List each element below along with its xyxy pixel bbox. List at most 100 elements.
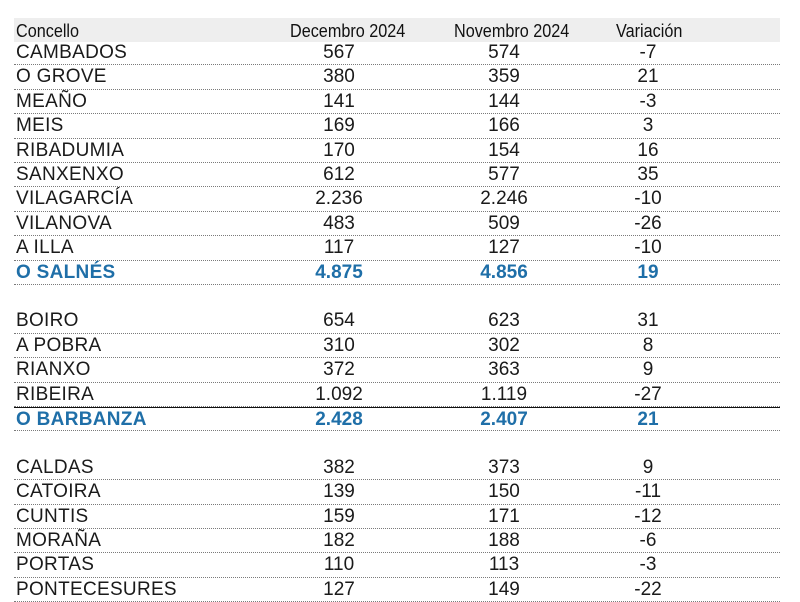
table-header: Concello Decembro 2024 Novembro 2024 Var… — [14, 18, 780, 42]
table-row: PONTECESURES 127 149 -22 — [14, 578, 780, 602]
table-row: O GROVE 380 359 21 — [14, 65, 780, 90]
table-row: SANXENXO 612 577 35 — [14, 163, 780, 188]
novembro-cell: 171 — [488, 505, 520, 527]
novembro-cell: 363 — [488, 359, 520, 381]
concello-cell: SANXENXO — [16, 164, 124, 185]
decembro-cell: 654 — [323, 310, 355, 332]
concello-cell: O SALNÉS — [16, 261, 116, 283]
concello-cell: MEAÑO — [16, 90, 88, 112]
novembro-cell: 373 — [488, 456, 520, 478]
variacion-cell: -22 — [634, 578, 662, 600]
decembro-cell: 170 — [323, 139, 355, 161]
decembro-cell: 380 — [323, 66, 355, 88]
variacion-cell: -12 — [634, 505, 662, 527]
variacion-cell: 9 — [642, 456, 654, 478]
decembro-cell: 612 — [323, 164, 355, 185]
variacion-cell: 16 — [637, 139, 659, 161]
variacion-cell: -3 — [639, 90, 657, 112]
table-row: PORTAS 110 113 -3 — [14, 553, 780, 578]
concello-cell: BOIRO — [16, 310, 79, 332]
table-row: VILANOVA 483 509 -26 — [14, 212, 780, 237]
novembro-cell: 577 — [488, 164, 520, 185]
table-row: A ILLA 117 127 -10 — [14, 236, 780, 261]
variacion-cell: 9 — [642, 359, 654, 381]
decembro-cell: 182 — [323, 530, 355, 551]
table-row: VILAGARCÍA 2.236 2.246 -10 — [14, 187, 780, 212]
concello-cell: CUNTIS — [16, 505, 89, 527]
decembro-cell: 483 — [323, 212, 355, 234]
concello-cell: RIBADUMIA — [16, 139, 125, 161]
decembro-cell: 2.236 — [315, 188, 363, 210]
variacion-cell: -3 — [639, 554, 657, 576]
novembro-cell: 113 — [488, 554, 520, 576]
variacion-cell: -11 — [634, 481, 662, 503]
table-row: CATOIRA 139 150 -11 — [14, 480, 780, 505]
spacer-row — [14, 285, 780, 309]
total-row: O SALNÉS 4.875 4.856 19 — [14, 261, 780, 285]
novembro-cell: 188 — [488, 530, 520, 551]
concello-cell: CALDAS — [16, 456, 94, 478]
variacion-cell: 8 — [642, 334, 654, 356]
variacion-cell: 35 — [637, 164, 659, 185]
decembro-cell: 169 — [323, 115, 355, 137]
novembro-cell: 2.246 — [480, 188, 528, 210]
variacion-cell: -10 — [634, 237, 662, 259]
table-row: MORAÑA 182 188 -6 — [14, 529, 780, 554]
variacion-cell: -7 — [639, 42, 657, 63]
decembro-cell: 159 — [323, 505, 355, 527]
decembro-cell: 139 — [323, 481, 355, 503]
novembro-cell: 509 — [488, 212, 520, 234]
decembro-cell: 117 — [323, 237, 355, 259]
novembro-cell: 2.407 — [480, 409, 528, 430]
concello-cell: O BARBANZA — [16, 409, 147, 430]
header-decembro: Decembro 2024 — [290, 21, 406, 41]
novembro-cell: 166 — [488, 115, 520, 137]
table-row: RIBEIRA 1.092 1.119 -27 — [14, 383, 780, 407]
concello-cell: CATOIRA — [16, 481, 101, 503]
table-row: CALDAS 382 373 9 — [14, 456, 780, 481]
novembro-cell: 149 — [488, 578, 520, 600]
novembro-cell: 302 — [488, 334, 520, 356]
concello-cell: MORAÑA — [16, 530, 102, 551]
novembro-cell: 144 — [488, 90, 520, 112]
decembro-cell: 372 — [323, 359, 355, 381]
header-concello: Concello — [16, 21, 80, 41]
decembro-cell: 2.428 — [315, 409, 363, 430]
decembro-cell: 4.875 — [315, 261, 363, 283]
novembro-cell: 623 — [488, 310, 520, 332]
variacion-cell: -10 — [634, 188, 662, 210]
decembro-cell: 567 — [323, 42, 355, 63]
decembro-cell: 110 — [323, 554, 355, 576]
variacion-cell: 31 — [637, 310, 659, 332]
concello-cell: PONTECESURES — [16, 578, 177, 600]
decembro-cell: 127 — [323, 578, 355, 600]
spacer-row — [14, 431, 780, 455]
header-variacion: Variación — [616, 21, 683, 41]
table-row: CAMBADOS 567 574 -7 — [14, 41, 780, 66]
decembro-cell: 382 — [323, 456, 355, 478]
concello-cell: A ILLA — [16, 237, 74, 259]
variacion-cell: -6 — [639, 530, 657, 551]
novembro-cell: 127 — [488, 237, 520, 259]
novembro-cell: 1.119 — [480, 383, 528, 405]
decembro-cell: 310 — [323, 334, 355, 356]
concello-cell: PORTAS — [16, 554, 95, 576]
table-row: BOIRO 654 623 31 — [14, 309, 780, 334]
concello-cell: RIBEIRA — [16, 383, 95, 405]
variacion-cell: -27 — [634, 383, 662, 405]
table-row: A POBRA 310 302 8 — [14, 334, 780, 359]
table-row: MEAÑO 141 144 -3 — [14, 90, 780, 115]
decembro-cell: 141 — [323, 90, 355, 112]
variacion-cell: -26 — [634, 212, 662, 234]
table-row: MEIS 169 166 3 — [14, 114, 780, 139]
concello-cell: RIANXO — [16, 359, 91, 381]
novembro-cell: 574 — [488, 42, 520, 63]
variacion-cell: 19 — [637, 261, 659, 283]
concello-cell: VILAGARCÍA — [16, 188, 134, 210]
table-row: RIANXO 372 363 9 — [14, 358, 780, 383]
concello-cell: O GROVE — [16, 66, 107, 88]
total-row: O BARBANZA 2.428 2.407 21 — [14, 407, 780, 432]
novembro-cell: 150 — [488, 481, 520, 503]
variacion-cell: 21 — [637, 66, 659, 88]
concello-cell: CAMBADOS — [16, 42, 128, 63]
